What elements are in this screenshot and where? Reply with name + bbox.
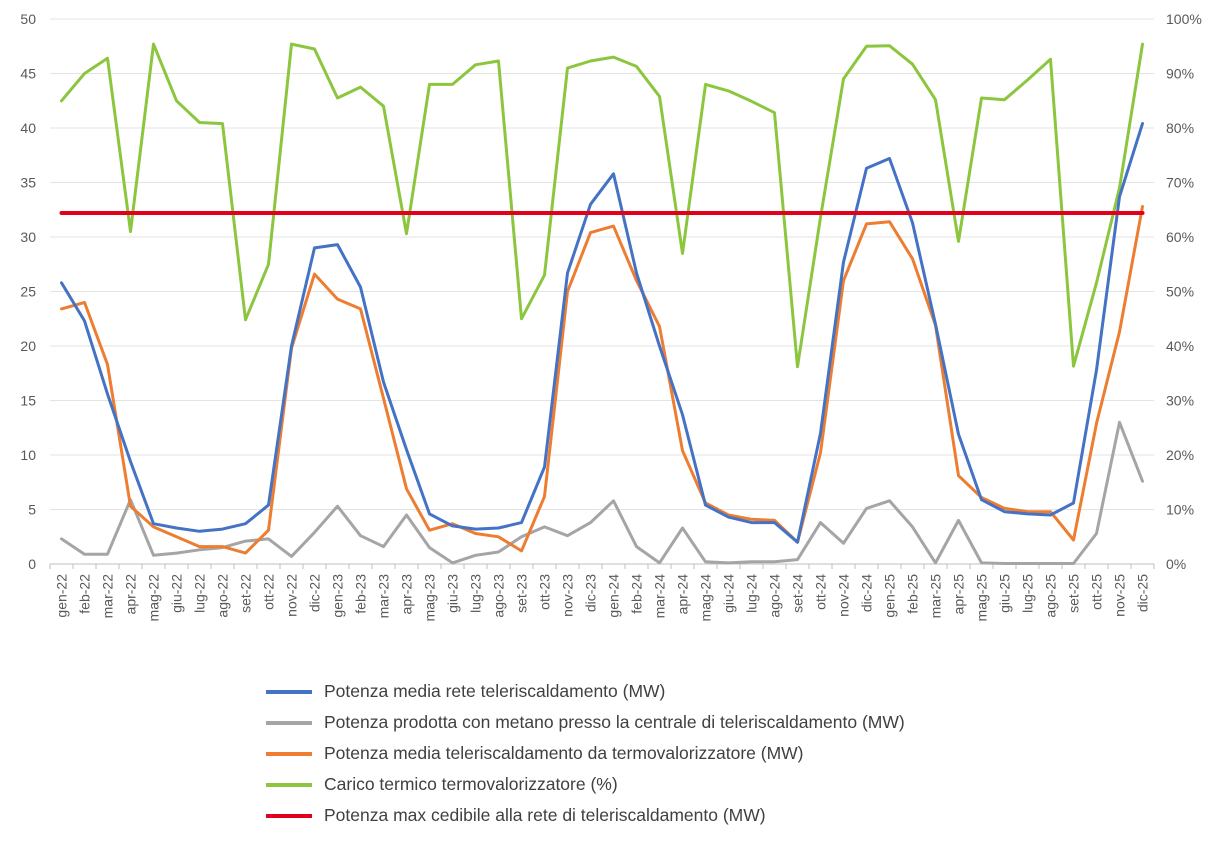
series-line-0: [60, 122, 1144, 544]
x-tick-label: ott-22: [261, 574, 277, 610]
x-tick-label: mag-22: [146, 574, 162, 622]
x-tick-label: dic-25: [1135, 574, 1151, 612]
x-tick-label: ago-25: [1043, 574, 1059, 618]
legend-swatch: [266, 813, 312, 818]
legend-swatch: [266, 782, 312, 787]
x-tick-label: apr-22: [123, 574, 139, 615]
x-tick-label: dic-22: [307, 574, 323, 612]
y-left-tick-label: 30: [20, 229, 36, 245]
y-left-tick-label: 40: [20, 120, 36, 136]
x-tick-label: feb-22: [77, 574, 93, 614]
series-line-1: [60, 420, 1144, 565]
series-line-2: [60, 205, 1144, 555]
legend-swatch: [266, 720, 312, 725]
x-tick-label: ago-24: [767, 574, 783, 618]
x-tick-label: gen-23: [330, 574, 346, 618]
x-tick-label: nov-24: [836, 574, 852, 617]
x-tick-label: gen-25: [882, 574, 898, 618]
x-tick-label: lug-22: [192, 574, 208, 613]
x-tick-label: gen-24: [606, 574, 622, 618]
y-left-tick-label: 20: [20, 338, 36, 354]
x-tick-label: apr-23: [399, 574, 415, 615]
y-right-tick-label: 20%: [1166, 447, 1194, 463]
x-tick-label: apr-25: [951, 574, 967, 615]
x-tick-label: ott-25: [1089, 574, 1105, 610]
legend-label: Potenza media rete teleriscaldamento (MW…: [324, 681, 666, 701]
x-tick-label: mar-24: [652, 574, 668, 619]
x-tick-label: dic-24: [859, 574, 875, 612]
x-tick-label: ago-22: [215, 574, 231, 618]
x-tick-label: gen-22: [54, 574, 70, 618]
right-y-axis: 0% 10% 20% 30% 40% 50% 60% 70% 80% 90% 100%: [1166, 11, 1202, 572]
x-tick-label: ott-24: [813, 574, 829, 610]
y-left-tick-label: 0: [28, 556, 36, 572]
x-tick-label: set-24: [790, 574, 806, 613]
y-left-tick-label: 45: [20, 66, 36, 82]
gridlines: [50, 18, 1154, 565]
x-tick-label: mag-25: [974, 574, 990, 622]
x-tick-label: nov-22: [284, 574, 300, 617]
x-tick-label: mar-25: [928, 574, 944, 619]
series-lines: [59, 42, 1145, 565]
x-tick-label: set-25: [1066, 574, 1082, 613]
y-right-tick-label: 50%: [1166, 284, 1194, 300]
x-tick-label: set-22: [238, 574, 254, 613]
x-tick-label: feb-24: [629, 574, 645, 614]
legend-swatch: [266, 751, 312, 756]
chart-svg: 0 5 10 15 20 25 30 35 40 45 50 0% 10% 20% 30% 40% 50% 60…: [20, 11, 1202, 622]
x-tick-label: ago-23: [491, 574, 507, 618]
y-left-tick-label: 50: [20, 11, 36, 27]
left-y-axis: 0 5 10 15 20 25 30 35 40 45 50: [20, 11, 36, 572]
x-tick-label: giu-23: [445, 574, 461, 613]
x-tick-label: apr-24: [675, 574, 691, 615]
legend-label: Potenza prodotta con metano presso la ce…: [324, 712, 905, 732]
x-tick-label: lug-24: [744, 574, 760, 613]
y-right-tick-label: 70%: [1166, 175, 1194, 191]
y-right-tick-label: 0%: [1166, 556, 1186, 572]
y-right-tick-label: 10%: [1166, 502, 1194, 518]
x-tick-label: dic-23: [583, 574, 599, 612]
y-right-tick-label: 30%: [1166, 393, 1194, 409]
y-left-tick-label: 25: [20, 284, 36, 300]
x-tick-label: mag-24: [698, 574, 714, 622]
x-tick-label: ott-23: [537, 574, 553, 610]
y-right-tick-label: 60%: [1166, 229, 1194, 245]
x-tick-label: giu-25: [997, 574, 1013, 613]
y-right-tick-label: 40%: [1166, 338, 1194, 354]
legend-label: Potenza max cedibile alla rete di teleri…: [324, 805, 766, 825]
x-tick-label: giu-24: [721, 574, 737, 613]
y-right-tick-label: 100%: [1166, 11, 1202, 27]
x-tick-label: nov-23: [560, 574, 576, 617]
y-left-tick-label: 35: [20, 175, 36, 191]
x-tick-label: giu-22: [169, 574, 185, 613]
legend-label: Potenza media teleriscaldamento da termo…: [324, 743, 804, 763]
y-right-tick-label: 80%: [1166, 120, 1194, 136]
legend-item-series-0: Potenza media rete teleriscaldamento (MW…: [266, 676, 905, 707]
y-left-tick-label: 10: [20, 447, 36, 463]
x-tick-label: feb-23: [353, 574, 369, 614]
legend: Potenza media rete teleriscaldamento (MW…: [266, 676, 905, 831]
x-tick-label: lug-23: [468, 574, 484, 613]
series-line-3: [60, 42, 1144, 369]
legend-item-series-4: Potenza max cedibile alla rete di teleri…: [266, 800, 905, 831]
y-left-tick-label: 5: [28, 502, 36, 518]
x-axis: gen-22 feb-22 mar-22 apr-22 mag-22 giu-22 lug-…: [49, 564, 1155, 622]
x-tick-label: nov-25: [1112, 574, 1128, 617]
legend-item-series-1: Potenza prodotta con metano presso la ce…: [266, 707, 905, 738]
x-tick-label: feb-25: [905, 574, 921, 614]
legend-item-series-2: Potenza media teleriscaldamento da termo…: [266, 738, 905, 769]
x-tick-label: mar-23: [376, 574, 392, 619]
x-tick-label: mar-22: [100, 574, 116, 619]
y-left-tick-label: 15: [20, 393, 36, 409]
legend-item-series-3: Carico termico termovalorizzatore (%): [266, 769, 905, 800]
x-tick-label: mag-23: [422, 574, 438, 622]
legend-label: Carico termico termovalorizzatore (%): [324, 774, 618, 794]
x-tick-label: lug-25: [1020, 574, 1036, 613]
x-tick-label: set-23: [514, 574, 530, 613]
y-right-tick-label: 90%: [1166, 66, 1194, 82]
legend-swatch: [266, 689, 312, 694]
